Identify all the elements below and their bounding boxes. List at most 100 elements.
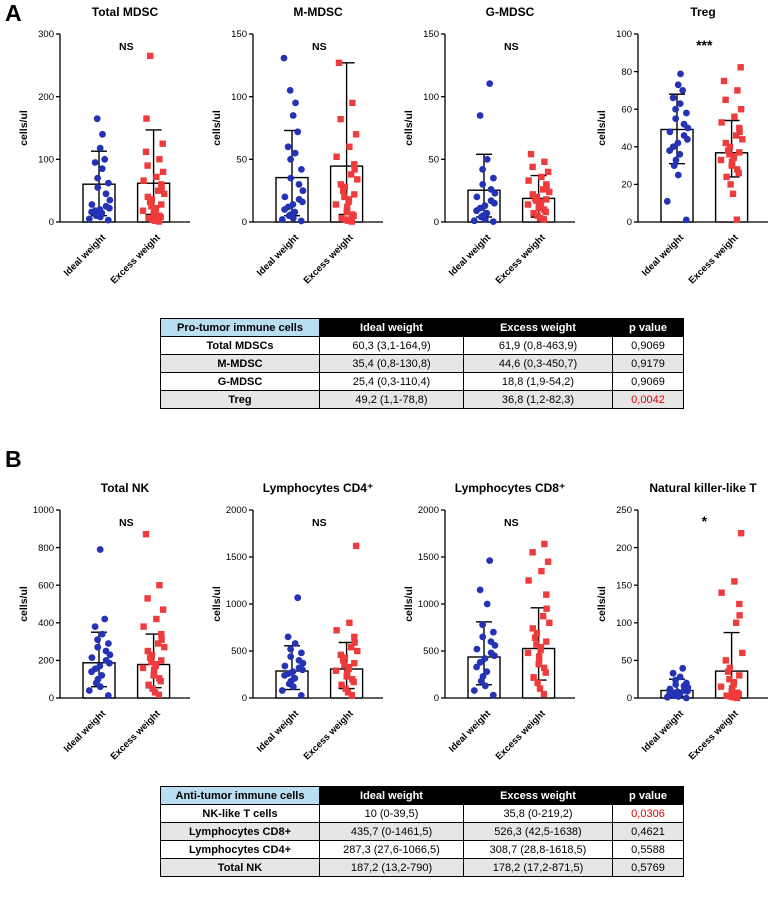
svg-text:1000: 1000 (418, 599, 439, 610)
svg-text:300: 300 (38, 29, 54, 40)
scatter-points (663, 664, 692, 702)
svg-text:150: 150 (423, 29, 439, 40)
chart-treg: Treg cells/ul 0 20 40 60 80 100 Ideal weight Exce… (596, 5, 768, 287)
svg-text:0: 0 (434, 217, 439, 228)
chart-title: Lymphocytes CD8⁺ (455, 481, 566, 495)
svg-text:150: 150 (231, 29, 247, 40)
svg-text:500: 500 (231, 646, 247, 657)
axes: 0 20 40 60 80 100 (616, 29, 768, 228)
row-label: M-MDSC (160, 354, 320, 373)
significance-label: NS (504, 41, 519, 53)
scatter-points (332, 59, 361, 225)
x-category-label: Ideal weight (447, 232, 494, 279)
chart-title: M-MDSC (293, 5, 343, 19)
x-category-label: Ideal weight (255, 232, 302, 279)
y-axis-label: cells/ul (596, 586, 608, 622)
x-category-label: Excess weight (687, 232, 742, 287)
group-excess-weight: Excess weight (301, 59, 363, 286)
svg-text:60: 60 (621, 104, 632, 115)
group-excess-weight: Excess weight (494, 150, 556, 286)
group-ideal-weight: Ideal weight (62, 546, 116, 755)
svg-text:500: 500 (423, 646, 439, 657)
x-category-label: Ideal weight (447, 708, 494, 755)
table-row: G-MDSC 25,4 (0,3-110,4) 18,8 (1,9-54,2) 0,9… (160, 372, 684, 391)
svg-text:100: 100 (231, 92, 247, 103)
group-excess-weight: Excess weight (494, 540, 556, 762)
table-header-cell: Excess weight (463, 318, 613, 337)
table-header-name: Anti-tumor immune cells (160, 786, 320, 805)
svg-text:0: 0 (241, 217, 246, 228)
chart-title: G-MDSC (486, 5, 535, 19)
ideal-weight-value: 287,3 (27,6-1066,5) (319, 840, 464, 859)
svg-text:50: 50 (236, 155, 247, 166)
scatter-points (139, 531, 168, 698)
x-category-label: Ideal weight (255, 708, 302, 755)
group-excess-weight: Excess weight (687, 64, 749, 287)
p-value: 0,9069 (612, 372, 684, 391)
svg-text:1000: 1000 (33, 505, 54, 516)
group-ideal-weight: Ideal weight (447, 557, 502, 755)
svg-text:200: 200 (38, 656, 54, 667)
row-label: G-MDSC (160, 372, 320, 391)
significance-label: NS (312, 41, 327, 53)
svg-text:100: 100 (616, 618, 632, 629)
scatter-points (278, 54, 306, 225)
x-category-label: Excess weight (687, 708, 742, 763)
svg-text:2000: 2000 (418, 505, 439, 516)
group-excess-weight: Excess weight (109, 531, 171, 762)
table-header-cell: Ideal weight (319, 318, 464, 337)
ideal-weight-value: 60,3 (3,1-164,9) (319, 336, 464, 355)
x-category-label: Ideal weight (62, 708, 109, 755)
ideal-weight-value: 49,2 (1,1-78,8) (319, 390, 464, 409)
chart-m-mdsc: M-MDSC cells/ul 0 50 100 150 Ideal weight Exces… (211, 5, 383, 286)
group-ideal-weight: Ideal weight (62, 115, 116, 279)
p-value: 0,4621 (612, 822, 684, 841)
ideal-weight-value: 35,4 (0,8-130,8) (319, 354, 464, 373)
group-ideal-weight: Ideal weight (447, 80, 502, 279)
svg-text:400: 400 (38, 618, 54, 629)
y-axis-label: cells/ul (211, 586, 223, 622)
chart-title: Total MDSC (92, 5, 159, 19)
scatter-points (717, 530, 746, 702)
significance-label: *** (696, 37, 713, 53)
chart-total-nk: Total NK cells/ul 0 200 400 600 800 1000 Ideal w… (18, 481, 190, 762)
pro-tumor-table: Pro-tumor immune cells Ideal weight Excess… (160, 318, 684, 409)
panel-a-charts-row: Total MDSC cells/ul 0 100 200 300 Ideal weight… (12, 0, 774, 302)
excess-weight-value: 35,8 (0-219,2) (463, 804, 613, 823)
table-header-name: Pro-tumor immune cells (160, 318, 320, 337)
chart-title: Natural killer-like T (649, 481, 757, 495)
group-ideal-weight: Ideal weight (640, 664, 694, 755)
anti-tumor-table: Anti-tumor immune cells Ideal weight Exces… (160, 786, 684, 877)
y-axis-label: cells/ul (18, 110, 30, 146)
excess-weight-value: 526,3 (42,5-1638) (463, 822, 613, 841)
svg-text:1500: 1500 (418, 552, 439, 563)
stats-table: Pro-tumor immune cells Ideal weight Excess… (160, 318, 684, 409)
table-row: NK-like T cells 10 (0-39,5) 35,8 (0-219,2)… (160, 804, 684, 823)
svg-text:800: 800 (38, 543, 54, 554)
chart-title: Total NK (101, 481, 150, 495)
table-header-row: Pro-tumor immune cells Ideal weight Excess… (160, 318, 684, 337)
table-header-cell: Ideal weight (319, 786, 464, 805)
svg-text:100: 100 (616, 29, 632, 40)
significance-label: NS (312, 517, 327, 529)
svg-text:200: 200 (616, 543, 632, 554)
group-excess-weight: Excess weight (301, 542, 363, 762)
p-value: 0,5769 (612, 858, 684, 877)
svg-text:600: 600 (38, 580, 54, 591)
scatter-points (525, 540, 553, 698)
svg-text:40: 40 (621, 142, 632, 153)
significance-label: * (702, 513, 708, 529)
svg-text:0: 0 (434, 693, 439, 704)
table-row: Treg 49,2 (1,1-78,8) 36,8 (1,2-82,3) 0,0042 (160, 390, 684, 409)
panel-b-label: B (5, 446, 22, 472)
excess-weight-value: 18,8 (1,9-54,2) (463, 372, 613, 391)
svg-text:0: 0 (627, 217, 632, 228)
panel-a-label: A (5, 0, 22, 26)
scatter-points (471, 80, 499, 226)
p-value: 0,0042 (612, 390, 684, 409)
p-value: 0,5588 (612, 840, 684, 859)
svg-text:0: 0 (241, 693, 246, 704)
chart-title: Treg (690, 5, 715, 19)
svg-text:2000: 2000 (226, 505, 247, 516)
y-axis-label: cells/ul (18, 586, 30, 622)
